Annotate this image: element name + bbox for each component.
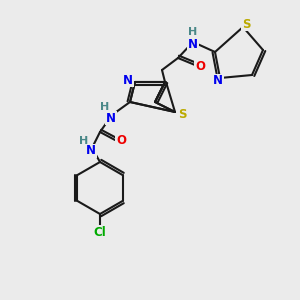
Text: N: N [106,112,116,124]
Text: N: N [188,38,198,50]
Text: N: N [213,74,223,88]
Text: H: H [80,136,88,146]
Text: N: N [123,74,133,86]
Text: Cl: Cl [94,226,106,238]
Text: H: H [100,102,109,112]
Text: N: N [86,145,96,158]
Text: S: S [178,107,186,121]
Text: O: O [116,134,126,148]
Text: H: H [188,27,198,37]
Text: S: S [242,17,250,31]
Text: O: O [195,61,205,74]
